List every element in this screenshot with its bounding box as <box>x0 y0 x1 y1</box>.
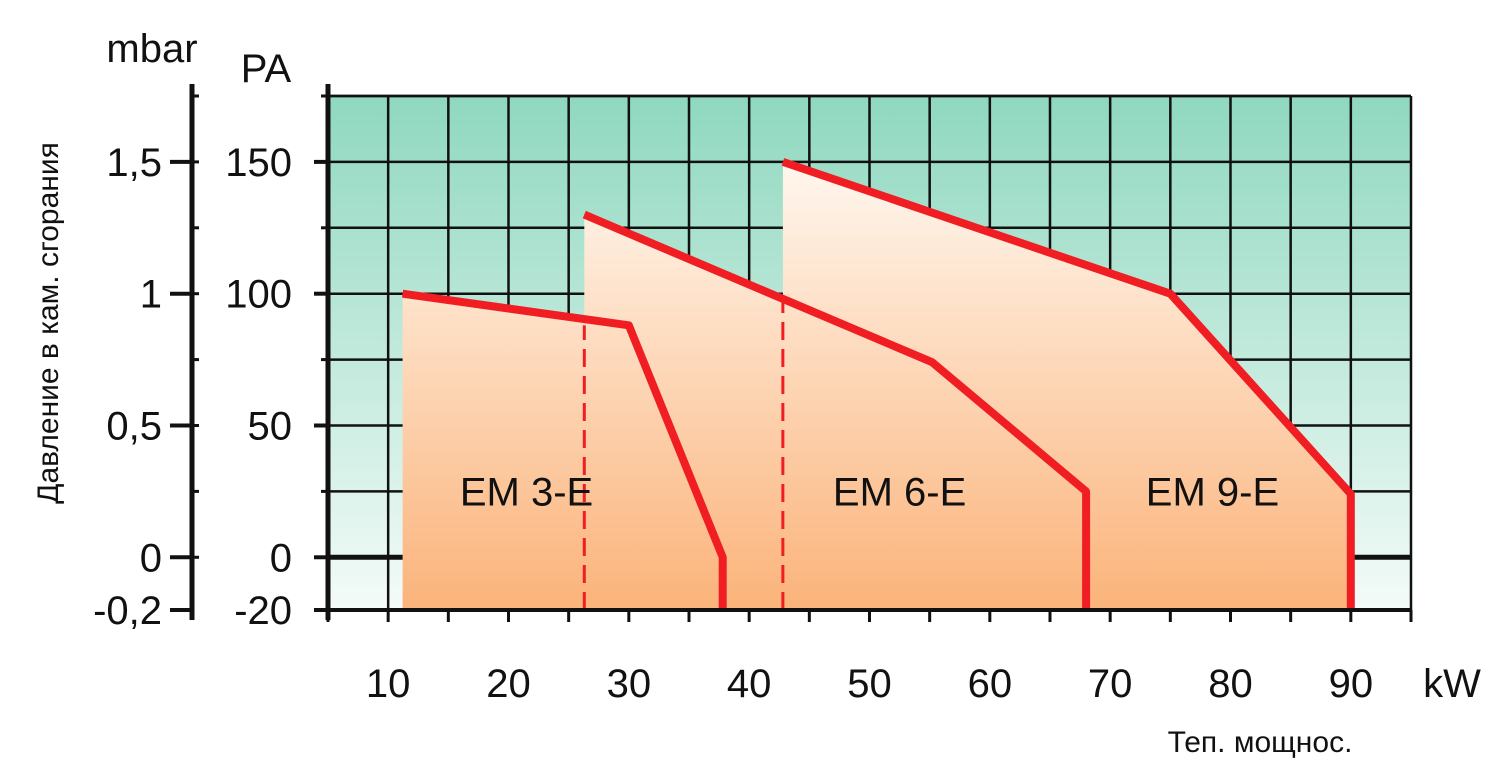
series-line-1 <box>402 289 727 610</box>
y-tick-label-pa: -20 <box>234 589 292 633</box>
x-tick-label: 80 <box>1208 662 1253 706</box>
x-tick-label: 20 <box>486 662 531 706</box>
x-tick-label: 90 <box>1329 662 1374 706</box>
y-tick-label-mbar: 0,5 <box>106 404 162 448</box>
y-tick-label-mbar: -0,2 <box>93 589 162 633</box>
y-tick-label-pa: 100 <box>225 273 292 317</box>
labels: EM 3-E EM 6-E EM 9-E -20 0 50 100 150 -0,2 0 0,5 1 1… <box>32 27 1481 759</box>
y-tick-label-pa: 150 <box>225 141 292 185</box>
axes <box>170 84 1413 622</box>
y-axis-title: Давление в кам. сгорания <box>32 142 65 504</box>
y-unit-label-pa: PA <box>241 47 292 91</box>
y-unit-label-mbar: mbar <box>106 27 197 71</box>
series-dividers <box>582 298 785 610</box>
x-tick-label: 60 <box>968 662 1013 706</box>
series-label: EM 3-E <box>460 470 593 514</box>
y-tick-label-pa: 0 <box>270 536 292 580</box>
x-tick-label: 40 <box>727 662 772 706</box>
series-label: EM 9-E <box>1146 470 1279 514</box>
series-lines <box>402 158 1355 610</box>
x-axis-title: Теп. мощнос. <box>1168 726 1353 759</box>
y-tick-label-mbar: 1 <box>140 273 162 317</box>
series-line-2 <box>582 210 1091 610</box>
series-areas <box>402 161 1351 610</box>
series-area-3 <box>782 161 1351 610</box>
x-unit-label: kW <box>1423 662 1481 706</box>
y-tick-label-pa: 50 <box>248 404 293 448</box>
x-tick-label: 10 <box>366 662 411 706</box>
x-tick-label: 70 <box>1088 662 1133 706</box>
y-tick-label-mbar: 1,5 <box>106 141 162 185</box>
y-tick-label-mbar: 0 <box>140 536 162 580</box>
x-tick-label: 50 <box>847 662 892 706</box>
series-line-3 <box>781 158 1355 610</box>
series-label: EM 6-E <box>833 470 966 514</box>
x-tick-label: 30 <box>607 662 652 706</box>
